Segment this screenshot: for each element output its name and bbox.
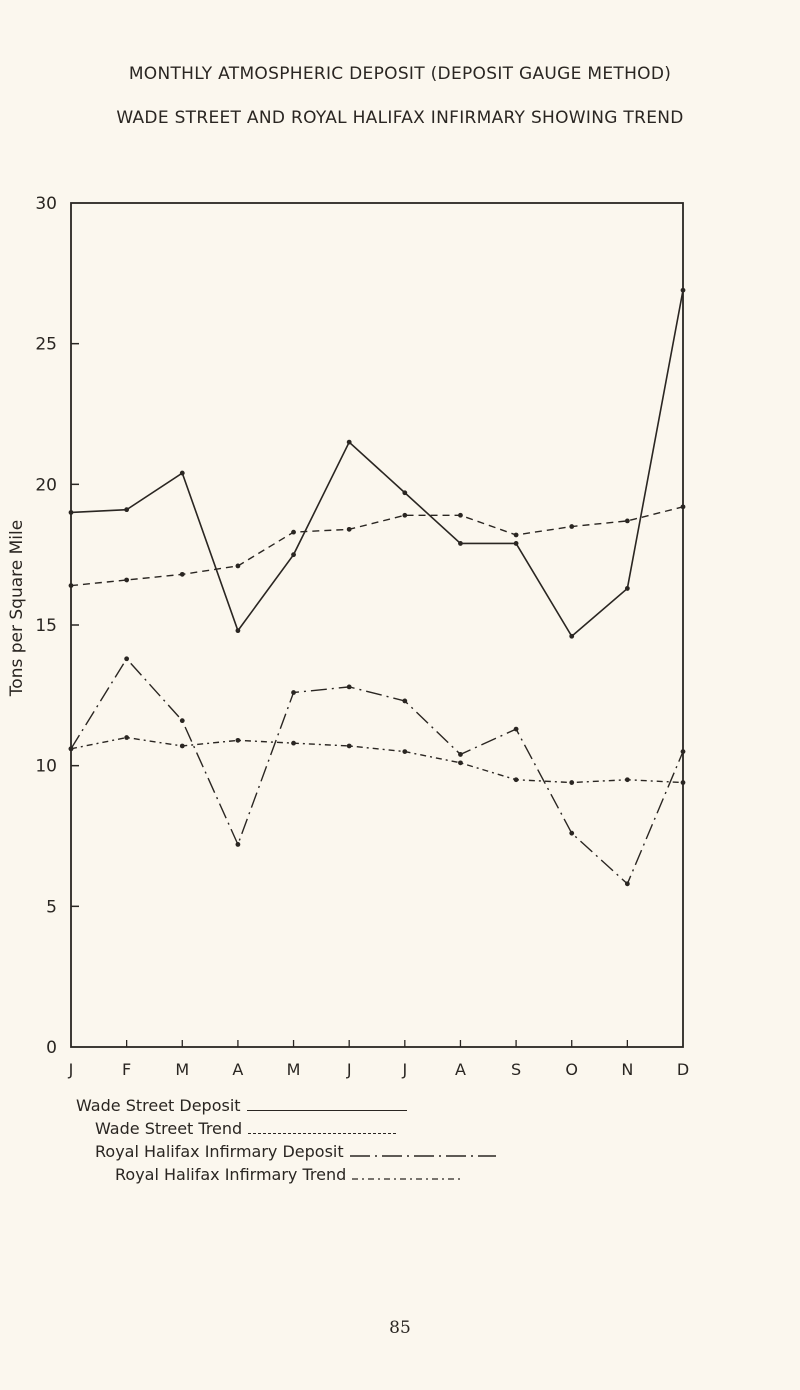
data-point-2 xyxy=(624,881,630,887)
data-point-2 xyxy=(291,690,296,695)
legend-swatch-dash-dot xyxy=(349,1155,496,1157)
legend-item-wade-deposit: Wade Street Deposit xyxy=(76,1096,407,1115)
legend-label: Royal Halifax Infirmary Trend xyxy=(115,1165,347,1184)
data-point-3 xyxy=(179,743,185,749)
data-point-1 xyxy=(458,512,463,518)
page-number: 85 xyxy=(389,1318,411,1338)
data-point-3 xyxy=(513,777,519,783)
x-tick-label: S xyxy=(511,1060,521,1079)
y-tick-label: 5 xyxy=(46,897,57,917)
data-point-1 xyxy=(179,571,185,577)
data-point-3 xyxy=(624,777,630,783)
data-point-0 xyxy=(458,541,463,546)
data-point-0 xyxy=(680,287,686,293)
data-point-3 xyxy=(569,780,575,785)
data-point-1 xyxy=(124,577,130,583)
x-tick-label: J xyxy=(401,1060,407,1079)
data-point-0 xyxy=(624,586,630,591)
y-tick-label: 20 xyxy=(35,475,57,495)
data-point-0 xyxy=(569,633,575,639)
legend-swatch-dashed xyxy=(248,1133,397,1134)
data-point-0 xyxy=(513,541,519,546)
data-point-2 xyxy=(179,718,185,724)
data-point-3 xyxy=(291,740,296,746)
legend-swatch-dash-dot-fine xyxy=(352,1178,463,1180)
x-tick-label: F xyxy=(122,1060,131,1079)
series-line-3 xyxy=(70,736,684,784)
data-point-3 xyxy=(124,735,130,740)
x-tick-label: A xyxy=(455,1060,466,1079)
data-point-2 xyxy=(458,752,463,757)
data-point-0 xyxy=(179,470,185,476)
data-point-0 xyxy=(124,507,130,513)
data-point-2 xyxy=(513,726,519,732)
data-point-1 xyxy=(680,504,686,510)
y-tick-label: 25 xyxy=(35,335,57,355)
data-point-3 xyxy=(235,737,241,743)
legend-label: Wade Street Deposit xyxy=(76,1096,241,1115)
legend-item-royal-trend: Royal Halifax Infirmary Trend xyxy=(115,1165,463,1184)
x-tick-label: J xyxy=(68,1060,74,1079)
data-point-0 xyxy=(235,628,241,634)
x-tick-label: J xyxy=(346,1060,352,1079)
line-chart: 0 5 10 15 20 25 30 J F M A M J J A S O N D xyxy=(35,194,689,1079)
data-point-1 xyxy=(291,529,296,535)
data-point-3 xyxy=(346,743,352,749)
x-tick-label: M xyxy=(287,1060,301,1079)
series-line-1 xyxy=(70,506,684,587)
x-tick-label: N xyxy=(621,1060,633,1079)
data-point-2 xyxy=(402,698,408,704)
series-line-0 xyxy=(70,290,684,638)
data-point-0 xyxy=(402,490,408,496)
chart-subtitle: WADE STREET AND ROYAL HALIFAX INFIRMARY … xyxy=(116,108,684,128)
x-tick-label: D xyxy=(677,1060,689,1079)
data-point-3 xyxy=(458,760,463,766)
legend-swatch-solid xyxy=(246,1110,407,1111)
legend-item-wade-trend: Wade Street Trend xyxy=(95,1119,397,1138)
data-point-1 xyxy=(235,563,241,569)
data-point-2 xyxy=(680,749,686,754)
series-line-2 xyxy=(70,657,684,886)
data-point-2 xyxy=(569,830,575,836)
y-tick-label: 30 xyxy=(35,194,57,214)
y-tick-label: 15 xyxy=(35,616,57,636)
data-point-1 xyxy=(624,518,630,524)
legend-label: Wade Street Trend xyxy=(95,1119,243,1138)
data-point-2 xyxy=(124,656,130,662)
x-tick-label: O xyxy=(565,1060,578,1079)
data-point-3 xyxy=(680,780,686,785)
plot-frame xyxy=(70,202,684,1048)
data-point-0 xyxy=(291,552,296,558)
x-tick-label: A xyxy=(232,1060,243,1079)
x-tick-label: M xyxy=(175,1060,189,1079)
data-point-1 xyxy=(402,512,408,518)
data-point-1 xyxy=(68,583,74,589)
data-point-3 xyxy=(68,746,74,752)
data-point-0 xyxy=(68,510,74,515)
data-point-1 xyxy=(569,524,575,529)
y-tick-label: 0 xyxy=(46,1038,57,1058)
data-point-1 xyxy=(513,532,519,538)
data-point-3 xyxy=(402,749,408,754)
chart-title: MONTHLY ATMOSPHERIC DEPOSIT (DEPOSIT GAU… xyxy=(128,64,672,84)
data-point-0 xyxy=(346,439,352,445)
legend-item-royal-deposit: Royal Halifax Infirmary Deposit xyxy=(95,1142,496,1161)
data-point-2 xyxy=(235,842,241,847)
legend-label: Royal Halifax Infirmary Deposit xyxy=(95,1142,344,1161)
data-point-1 xyxy=(346,526,352,532)
data-point-2 xyxy=(346,684,352,690)
y-tick-label: 10 xyxy=(35,757,57,777)
